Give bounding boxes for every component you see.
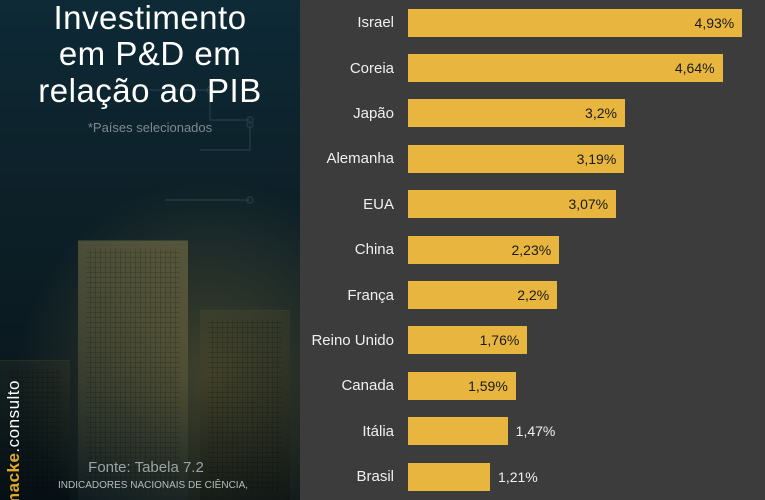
country-label: Reino Unido (300, 332, 408, 349)
chart-panel: Israel 4,93% Coreia 4,64% Japão 3,2% Alemanha 3… (300, 0, 765, 500)
bar-track: 1,76% (408, 326, 747, 354)
value-label: 1,59% (468, 378, 508, 394)
value-label: 4,93% (695, 15, 735, 31)
value-label: 1,76% (480, 332, 520, 348)
chart-row: Reino Unido 1,76% (300, 318, 747, 363)
bar (408, 417, 508, 445)
chart-row: Canada 1,59% (300, 363, 747, 408)
bar-track: 2,23% (408, 236, 747, 264)
country-label: França (300, 287, 408, 304)
bar-track: 1,21% (408, 463, 747, 491)
country-label: Brasil (300, 468, 408, 485)
value-label: 3,07% (568, 196, 608, 212)
chart-row: EUA 3,07% (300, 182, 747, 227)
title-line-3: relação ao PIB (38, 72, 261, 109)
country-label: Itália (300, 423, 408, 440)
chart-row: França 2,2% (300, 272, 747, 317)
bar (408, 9, 742, 37)
bar-track: 3,19% (408, 145, 747, 173)
value-label: 2,23% (511, 242, 551, 258)
bar-track: 3,07% (408, 190, 747, 218)
chart-row: Alemanha 3,19% (300, 136, 747, 181)
chart-row: Itália 1,47% (300, 409, 747, 454)
source-line: INDICADORES NACIONAIS DE CIÊNCIA, (58, 480, 248, 491)
chart-row: China 2,23% (300, 227, 747, 272)
value-label: 3,2% (585, 105, 617, 121)
chart-row: Israel 4,93% (300, 0, 747, 45)
country-label: EUA (300, 196, 408, 213)
value-label: 3,19% (577, 151, 617, 167)
root: Investimento em P&D em relação ao PIB *P… (0, 0, 765, 500)
bar-track: 1,59% (408, 372, 747, 400)
bar (408, 463, 490, 491)
chart-row: Coreia 4,64% (300, 45, 747, 90)
country-label: Canada (300, 377, 408, 394)
country-label: China (300, 241, 408, 258)
left-panel: Investimento em P&D em relação ao PIB *P… (0, 0, 300, 500)
chart-row: Brasil 1,21% (300, 454, 747, 499)
country-label: Alemanha (300, 150, 408, 167)
source-label: Fonte: Tabela 7.2 (88, 459, 218, 476)
bar-track: 1,47% (408, 417, 747, 445)
value-label: 1,47% (516, 423, 556, 439)
value-label: 4,64% (675, 60, 715, 76)
source-footer: Fonte: Tabela 7.2 INDICADORES NACIONAIS … (0, 458, 300, 492)
country-label: Coreia (300, 60, 408, 77)
value-label: 1,21% (498, 469, 538, 485)
brand-light: .consulto (4, 380, 23, 453)
bar-chart: Israel 4,93% Coreia 4,64% Japão 3,2% Alemanha 3… (300, 0, 755, 500)
page-title: Investimento em P&D em relação ao PIB (18, 0, 282, 109)
country-label: Israel (300, 14, 408, 31)
bar-track: 4,64% (408, 54, 747, 82)
title-line-1: Investimento (53, 0, 246, 36)
title-block: Investimento em P&D em relação ao PIB (0, 0, 300, 109)
bar-track: 4,93% (408, 9, 747, 37)
bar-track: 2,2% (408, 281, 747, 309)
chart-row: Japão 3,2% (300, 91, 747, 136)
title-line-2: em P&D em (59, 35, 241, 72)
country-label: Japão (300, 105, 408, 122)
subtitle: *Países selecionados (0, 120, 300, 135)
bar-track: 3,2% (408, 99, 747, 127)
value-label: 2,2% (517, 287, 549, 303)
